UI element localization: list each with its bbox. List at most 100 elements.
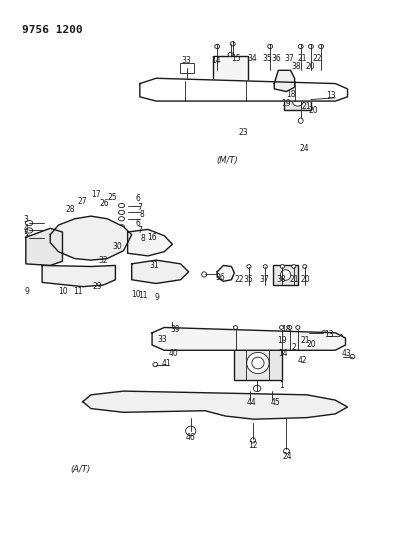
Ellipse shape [247,397,252,401]
Text: 36: 36 [215,272,225,281]
Text: 21: 21 [299,336,309,345]
Text: (M/T): (M/T) [216,156,238,165]
Text: 45: 45 [270,398,279,407]
Text: 2: 2 [291,343,295,352]
Text: 28: 28 [65,205,74,214]
Text: 21: 21 [288,275,298,284]
Ellipse shape [185,426,196,435]
Text: 36: 36 [271,54,281,62]
Text: 18: 18 [285,90,294,99]
Text: 39: 39 [171,325,180,334]
Text: 30: 30 [112,242,122,251]
Text: 25: 25 [107,193,117,202]
Text: 35: 35 [261,54,271,62]
Ellipse shape [243,346,247,350]
Text: 27: 27 [77,197,87,206]
Text: 31: 31 [149,261,159,270]
Ellipse shape [287,326,291,329]
Text: 20: 20 [305,62,314,70]
Text: 11: 11 [138,291,148,300]
Text: 34: 34 [246,54,256,62]
Text: 9: 9 [24,287,29,296]
Polygon shape [152,327,345,350]
Text: 37: 37 [284,54,294,62]
Text: 29: 29 [92,282,102,291]
Polygon shape [26,228,62,265]
Ellipse shape [302,265,306,268]
Ellipse shape [25,220,33,225]
Ellipse shape [233,326,237,329]
Bar [213,56,247,85]
Ellipse shape [337,334,342,338]
Text: 9: 9 [154,293,159,302]
Polygon shape [50,216,131,260]
Ellipse shape [79,227,103,251]
Ellipse shape [333,96,338,100]
Text: 5: 5 [23,231,28,240]
Ellipse shape [280,270,290,280]
Text: 22: 22 [234,275,244,284]
Ellipse shape [267,44,272,49]
Polygon shape [217,265,234,281]
Ellipse shape [228,52,233,56]
Ellipse shape [308,44,312,49]
Polygon shape [131,260,188,284]
Polygon shape [127,229,172,256]
Text: 14: 14 [211,56,220,65]
Bar [179,63,193,73]
Ellipse shape [246,265,250,268]
Text: 33: 33 [157,335,167,344]
Polygon shape [139,78,347,101]
Text: 40: 40 [168,350,178,359]
Ellipse shape [153,362,157,367]
Text: 13: 13 [326,91,335,100]
Text: 7: 7 [137,226,142,235]
Ellipse shape [253,385,260,392]
Text: 19: 19 [276,336,285,345]
Text: 10: 10 [130,289,140,298]
Ellipse shape [291,93,303,106]
Ellipse shape [263,265,267,268]
Text: 11: 11 [73,287,83,296]
Text: 12: 12 [248,441,257,450]
Ellipse shape [295,326,299,329]
Ellipse shape [279,326,283,329]
Text: 18: 18 [281,325,290,334]
Text: 33: 33 [181,56,191,65]
Text: 23: 23 [238,128,248,138]
Ellipse shape [230,42,234,46]
Ellipse shape [283,448,289,454]
Ellipse shape [25,235,33,240]
Text: 44: 44 [246,398,256,407]
Text: 21: 21 [297,54,307,62]
Polygon shape [83,391,347,419]
Ellipse shape [295,88,301,94]
Text: 43: 43 [341,350,351,359]
Text: 3: 3 [23,215,28,224]
Ellipse shape [318,44,323,49]
Text: 8: 8 [139,210,144,219]
Polygon shape [42,265,115,287]
Text: 7: 7 [137,203,142,212]
Text: 15: 15 [230,54,240,62]
Text: 22: 22 [312,54,321,62]
Polygon shape [274,70,294,92]
Ellipse shape [246,352,268,374]
Ellipse shape [185,88,191,94]
Text: 32: 32 [98,256,108,265]
Text: 38: 38 [276,275,285,284]
Text: 6: 6 [135,219,140,228]
Ellipse shape [297,118,302,123]
Ellipse shape [321,330,326,335]
Ellipse shape [25,228,33,233]
Text: 8: 8 [140,235,145,244]
Ellipse shape [280,265,284,268]
Text: 20: 20 [307,106,317,115]
Text: 16: 16 [147,233,157,242]
Text: 21: 21 [301,102,310,111]
Text: 24: 24 [299,144,309,154]
Bar [233,346,282,381]
Text: 6: 6 [135,194,140,203]
Ellipse shape [248,398,265,414]
Ellipse shape [349,354,354,359]
